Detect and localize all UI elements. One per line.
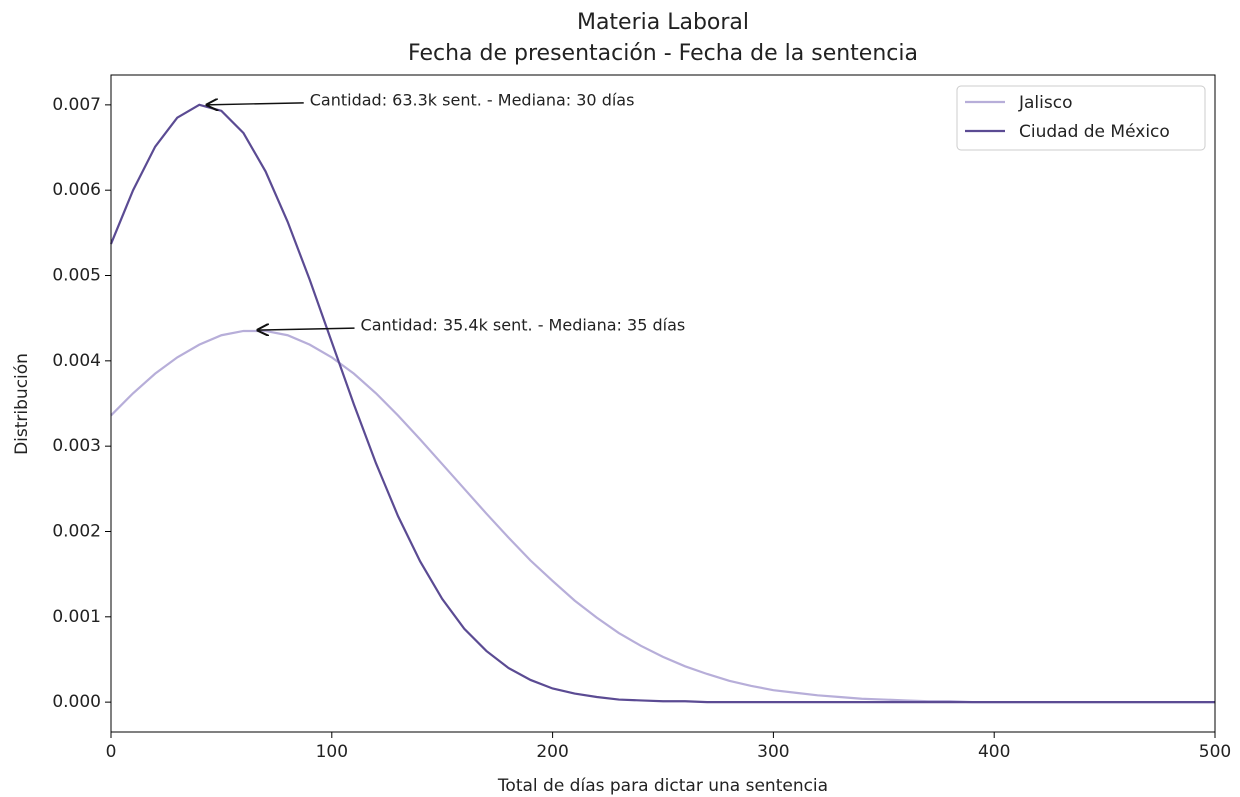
- plot-frame: [110, 74, 1216, 733]
- y-tick-label: 0.006: [52, 180, 101, 200]
- y-tick-label: 0.001: [52, 607, 101, 627]
- x-tick-label: 400: [978, 742, 1010, 762]
- legend-box: [956, 85, 1206, 151]
- legend: Jalisco Ciudad de México: [956, 85, 1206, 151]
- y-axis-label: Distribución: [12, 353, 32, 455]
- y-tick-label: 0.000: [52, 692, 101, 712]
- annotation-arrow: [257, 328, 355, 330]
- chart-subtitle: Fecha de presentación - Fecha de la sent…: [408, 41, 918, 66]
- x-tick-label: 200: [536, 742, 568, 762]
- y-tick-label: 0.007: [52, 95, 101, 115]
- x-tick-label: 500: [1199, 742, 1231, 762]
- y-tick-label: 0.005: [52, 266, 101, 286]
- annotation: Cantidad: 63.3k sent. - Mediana: 30 días: [310, 90, 635, 109]
- line-series: [109, 103, 1215, 704]
- x-tick-label: 100: [316, 742, 348, 762]
- x-axis-label: Total de días para dictar una sentencia: [497, 776, 828, 796]
- x-tick-label: 0: [106, 742, 117, 762]
- line-series: [110, 329, 1215, 704]
- annotation-arrow: [206, 103, 304, 105]
- legend-label: Ciudad de México: [1019, 122, 1170, 142]
- x-tick-label: 300: [757, 742, 789, 762]
- y-tick-label: 0.004: [52, 351, 101, 371]
- y-tick-label: 0.002: [52, 521, 101, 541]
- annotation: Cantidad: 35.4k sent. - Mediana: 35 días: [361, 316, 686, 335]
- legend-label: Jalisco: [1018, 93, 1072, 113]
- y-tick-label: 0.003: [52, 436, 101, 456]
- chart-title: Materia Laboral: [577, 10, 749, 35]
